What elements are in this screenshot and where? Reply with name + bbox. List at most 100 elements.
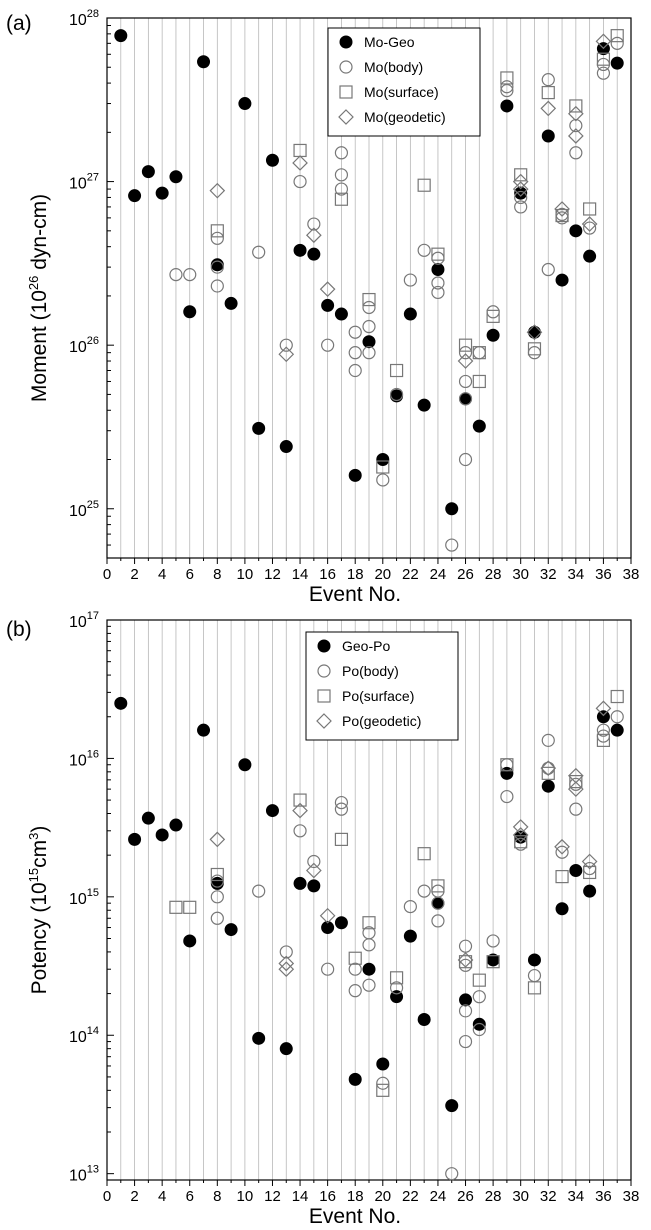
data-point xyxy=(389,387,404,402)
x-tick-label: 30 xyxy=(512,566,529,583)
data-point xyxy=(348,1072,362,1086)
data-point xyxy=(610,723,624,737)
data-point xyxy=(541,733,555,747)
data-point xyxy=(555,902,569,916)
data-point xyxy=(610,689,624,704)
data-point xyxy=(210,867,224,882)
data-point xyxy=(128,832,142,846)
data-point xyxy=(292,155,308,171)
y-tick-label: 1016 xyxy=(69,748,99,769)
data-point xyxy=(554,201,570,217)
data-point xyxy=(278,346,295,363)
legend-entry: Po(body) xyxy=(342,663,399,679)
data-point xyxy=(458,1004,473,1018)
data-point xyxy=(348,962,362,976)
data-point xyxy=(155,828,169,842)
x-tick-label: 14 xyxy=(292,566,309,583)
data-point xyxy=(114,29,128,43)
data-point xyxy=(567,105,584,122)
data-point xyxy=(279,945,293,959)
data-point xyxy=(527,953,541,967)
data-point xyxy=(486,955,500,969)
series-mo-body- xyxy=(169,36,624,552)
data-point xyxy=(541,85,555,100)
data-point xyxy=(362,335,376,349)
data-point xyxy=(554,838,570,855)
data-point xyxy=(279,1042,293,1056)
data-point xyxy=(512,827,529,843)
data-point xyxy=(362,938,376,952)
data-point xyxy=(389,981,404,995)
data-point xyxy=(305,227,322,244)
x-tick-label: 32 xyxy=(540,566,557,583)
data-point xyxy=(569,99,583,113)
data-point xyxy=(610,29,624,43)
x-tick-label: 22 xyxy=(402,1188,419,1205)
x-tick-label: 2 xyxy=(130,1188,138,1205)
data-point xyxy=(472,346,486,360)
data-point xyxy=(431,896,445,910)
legend-entry: Mo(geodetic) xyxy=(364,109,446,125)
data-point xyxy=(403,307,417,321)
data-point xyxy=(334,168,349,182)
series-po-surface- xyxy=(169,689,624,1097)
data-point xyxy=(583,249,597,263)
legend: Geo-Po Po(body) Po(surface) Po(geodetic) xyxy=(305,631,459,741)
data-point xyxy=(569,224,583,238)
data-point xyxy=(321,921,335,935)
data-point xyxy=(417,884,431,898)
x-tick-label: 0 xyxy=(103,1188,111,1205)
legend-marker xyxy=(338,109,354,125)
data-point xyxy=(293,243,307,257)
data-point xyxy=(459,993,473,1007)
data-point xyxy=(540,760,557,777)
data-point xyxy=(541,766,555,780)
data-point xyxy=(458,374,473,389)
data-point xyxy=(431,285,445,300)
y-tick-label: 1028 xyxy=(69,8,99,29)
data-point xyxy=(210,224,224,238)
data-point xyxy=(141,811,155,825)
data-point xyxy=(596,52,611,66)
panel-label: (a) xyxy=(6,12,32,35)
legend-marker xyxy=(316,713,332,729)
legend-marker xyxy=(339,35,353,49)
data-point xyxy=(458,392,473,406)
x-axis-label: Event No. xyxy=(309,583,401,606)
data-point xyxy=(457,952,474,968)
data-point xyxy=(362,978,376,992)
data-point xyxy=(514,190,528,205)
data-point xyxy=(307,854,321,869)
data-point xyxy=(445,538,459,552)
data-point xyxy=(610,36,624,50)
data-point xyxy=(293,793,307,807)
x-tick-label: 8 xyxy=(213,1188,221,1205)
x-tick-label: 4 xyxy=(158,566,166,583)
legend-box xyxy=(327,27,481,137)
data-point xyxy=(596,66,611,80)
data-point xyxy=(431,276,445,290)
data-point xyxy=(209,182,226,199)
chart-panel-b: 0 2 4 6 8 10 12 14 16 18 20 22 24 26 28 30 32 34 36 38Event… xyxy=(6,610,639,1228)
data-point xyxy=(362,346,376,360)
data-point xyxy=(431,914,445,928)
data-point xyxy=(278,961,295,978)
data-point xyxy=(155,186,169,200)
data-point xyxy=(486,309,500,323)
data-point xyxy=(278,955,295,972)
x-tick-label: 26 xyxy=(457,1188,474,1205)
y-tick-label: 1026 xyxy=(69,335,99,356)
data-point xyxy=(210,279,224,293)
data-point xyxy=(417,847,431,861)
data-point xyxy=(183,268,197,282)
data-point xyxy=(210,231,224,245)
data-point xyxy=(500,71,514,85)
x-tick-label: 18 xyxy=(347,1188,364,1205)
data-point xyxy=(141,165,155,179)
legend: Mo-Geo Mo(body) Mo(surface) Mo(geodetic) xyxy=(327,27,481,137)
y-axis: 1025 1026 1027 1028 Moment (1026 dyn-cm) xyxy=(26,8,114,559)
data-point xyxy=(417,243,431,257)
data-point xyxy=(169,818,183,832)
series-mo-geo xyxy=(114,29,624,516)
x-tick-label: 36 xyxy=(595,566,612,583)
